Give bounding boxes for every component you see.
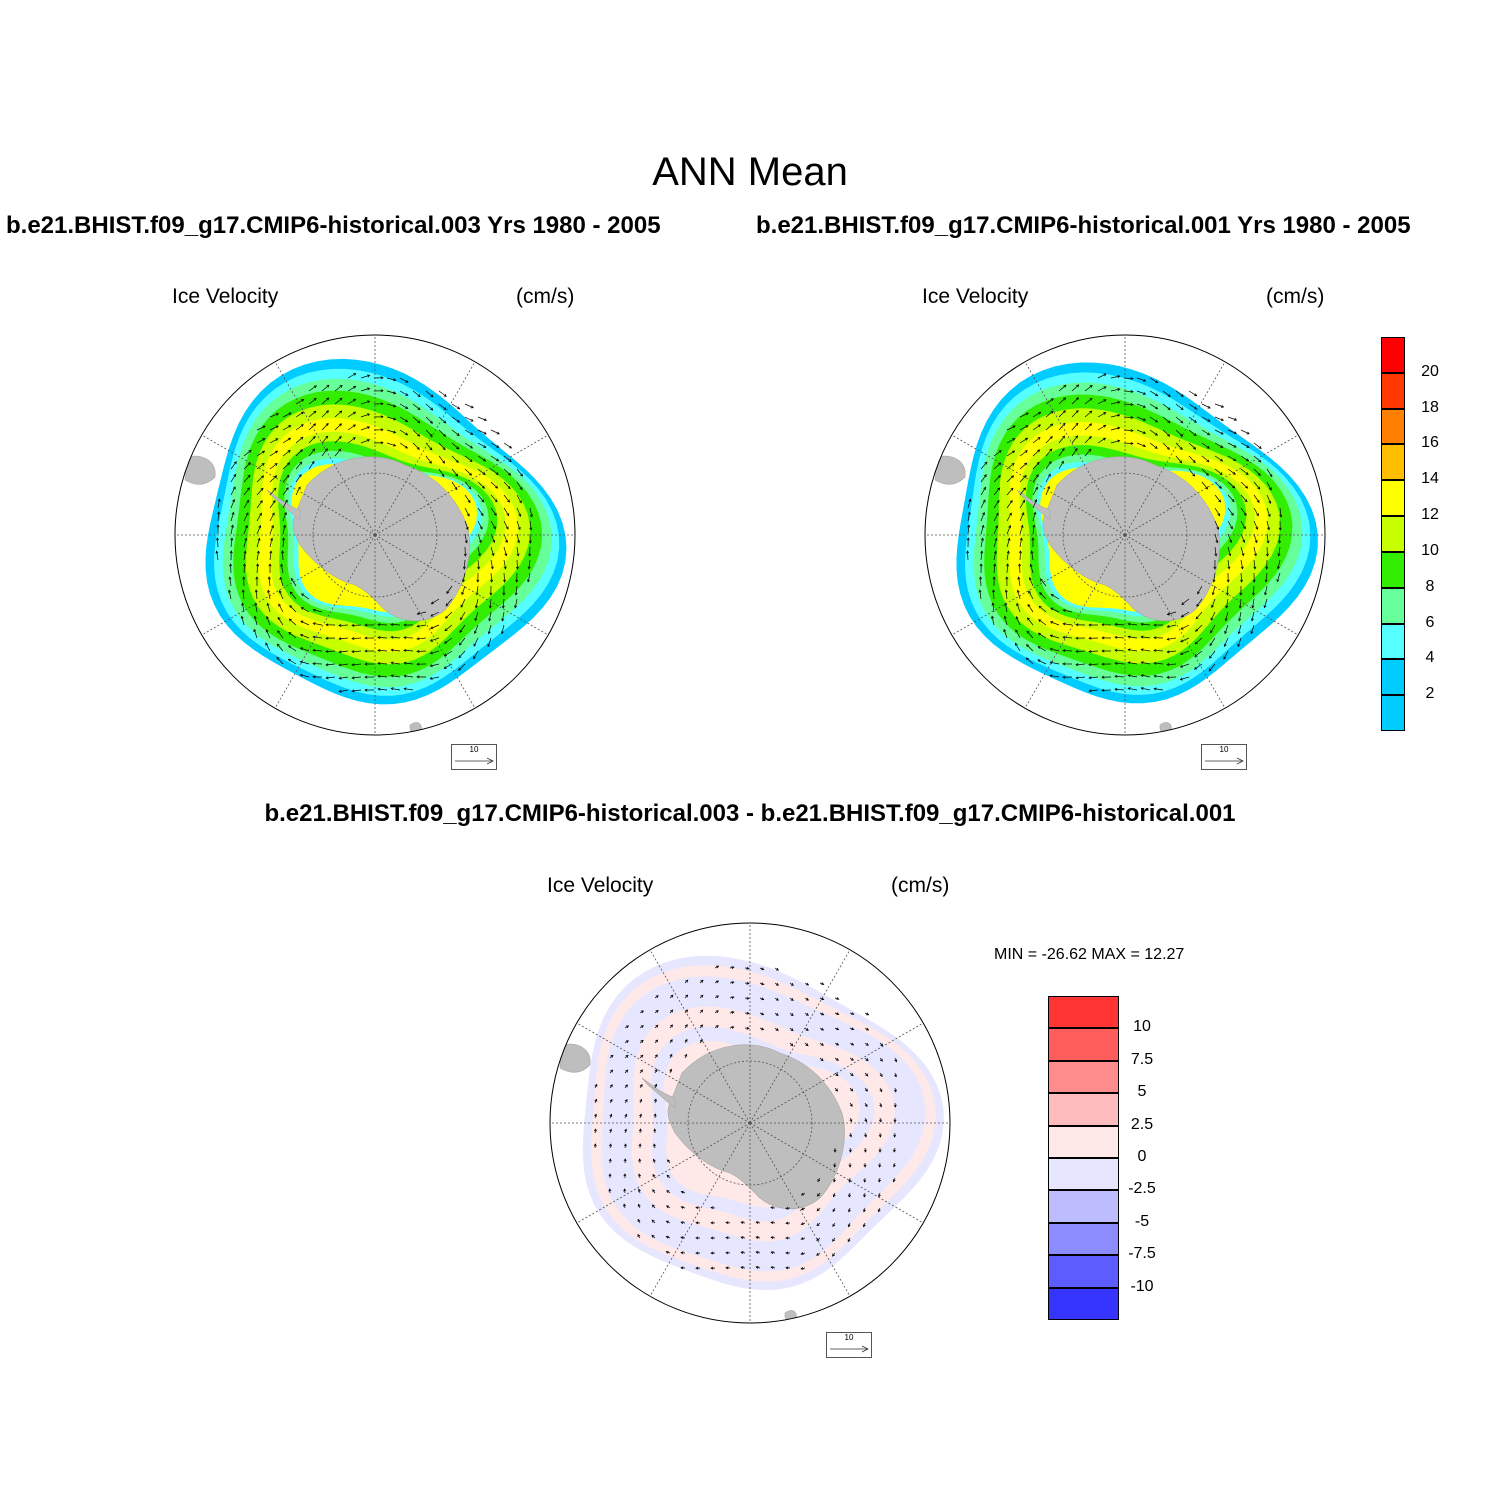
land-mass [934,455,966,485]
land-mass [1016,489,1051,521]
difference-reference-vector: 10 [826,1332,872,1358]
map-gridlines [550,923,950,1323]
colorbar-swatch [1381,695,1405,731]
case2-reference-vector: 10 [1201,744,1247,770]
colorbar-swatch [1048,1125,1119,1158]
case2-polar-map [924,334,1326,736]
case1-left-label: Ice Velocity [172,285,279,308]
colorbar-swatch [1048,1287,1119,1320]
case1-title: b.e21.BHIST.f09_g17.CMIP6-historical.003… [6,212,661,239]
colorbar-swatch [1381,623,1405,660]
case1-units-label: (cm/s) [516,285,575,308]
colorbar-swatch [1381,480,1405,517]
land-mass [667,1044,845,1210]
colorbar-swatch [1381,551,1405,588]
colorbar-tick-label: 8 [1425,577,1435,595]
difference-title: b.e21.BHIST.f09_g17.CMIP6-historical.003… [264,800,1236,827]
colorbar-tick-label: 10 [1421,541,1439,559]
colorbar-tick-label: 12 [1421,506,1439,524]
map-boundary [549,922,951,1324]
speed-colorbar [1381,337,1405,731]
colorbar-tick-label: 5 [1137,1083,1147,1101]
colorbar-swatch [1048,1060,1119,1094]
land-mass [184,455,216,485]
colorbar-tick-label: -5 [1134,1212,1150,1230]
reference-arrow-icon [1205,757,1244,765]
colorbar-swatch [1381,408,1405,445]
map-boundary [924,334,1326,736]
colorbar-tick-label: 7.5 [1130,1050,1154,1068]
difference-left-label: Ice Velocity [547,874,654,897]
difference-colorbar-labels: 10 7.5 5 2.5 0 -2.5 -5 -7.5 -10 [1120,996,1164,1320]
land-mass [559,1043,591,1073]
reference-vector-label: 10 [469,745,479,754]
case1-polar-map [174,334,576,736]
colorbar-swatch [1381,444,1405,481]
colorbar-tick-label: -7.5 [1128,1245,1156,1263]
ice-velocity-vectors [215,373,533,693]
colorbar-swatch [1381,337,1405,373]
reference-arrow-icon [830,1345,869,1353]
land-mass [1042,456,1220,622]
reference-vector-label: 10 [1219,745,1229,754]
colorbar-tick-label: -2.5 [1128,1180,1156,1198]
reference-arrow-icon [455,757,494,765]
colorbar-swatch [1048,1028,1119,1061]
figure-title: ANN Mean [652,150,848,194]
colorbar-swatch [1048,1093,1119,1126]
map-gridlines [175,335,575,735]
colorbar-tick-label: 18 [1421,398,1439,416]
case2-title: b.e21.BHIST.f09_g17.CMIP6-historical.001… [756,212,1411,239]
map-boundary [174,334,576,736]
difference-colorbar [1048,996,1119,1320]
colorbar-swatch [1381,516,1405,552]
case1-reference-vector: 10 [451,744,497,770]
difference-minmax: MIN = -26.62 MAX = 12.27 [994,946,1185,963]
colorbar-swatch [1381,587,1405,624]
colorbar-tick-label: 6 [1425,613,1435,631]
colorbar-swatch [1048,1255,1119,1288]
colorbar-swatch [1048,1158,1119,1191]
case2-units-label: (cm/s) [1266,285,1325,308]
map-gridlines [925,335,1325,735]
colorbar-tick-label: 2 [1425,685,1435,703]
colorbar-tick-label: 4 [1425,649,1435,667]
land-mass [266,489,301,521]
colorbar-tick-label: 10 [1133,1018,1151,1036]
colorbar-swatch [1048,1190,1119,1223]
ice-velocity-vectors [593,965,898,1270]
colorbar-tick-label: 20 [1421,362,1439,380]
difference-units-label: (cm/s) [891,874,950,897]
reference-vector-label: 10 [844,1333,854,1342]
colorbar-tick-label: 14 [1421,470,1439,488]
land-mass [641,1077,676,1109]
colorbar-tick-label: 2.5 [1130,1115,1154,1133]
colorbar-swatch [1381,659,1405,696]
land-mass [292,456,470,622]
case2-left-label: Ice Velocity [922,285,1029,308]
colorbar-swatch [1381,372,1405,409]
ice-velocity-vectors [966,373,1283,693]
colorbar-tick-label: 16 [1421,434,1439,452]
colorbar-tick-label: -10 [1130,1277,1154,1295]
colorbar-swatch [1048,996,1119,1029]
colorbar-swatch [1048,1222,1119,1256]
speed-colorbar-labels: 20 18 16 14 12 10 8 6 4 2 [1410,337,1450,731]
colorbar-tick-label: 0 [1137,1148,1147,1165]
difference-polar-map [549,922,951,1324]
